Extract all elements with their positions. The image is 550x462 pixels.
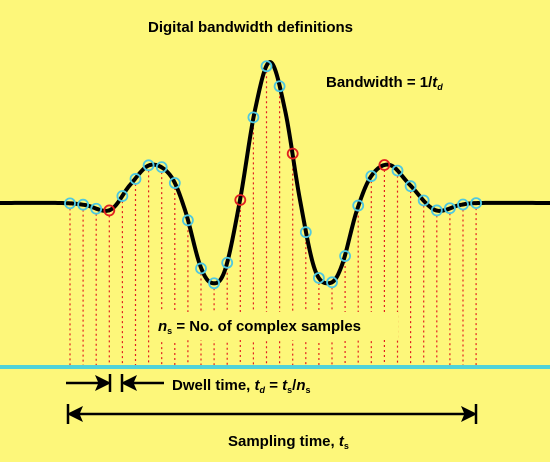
sample-point [378, 159, 391, 171]
sample-point [404, 180, 417, 193]
text: = No. of complex samples [172, 318, 361, 335]
text: Sampling time, [228, 433, 339, 450]
var: t [339, 433, 345, 450]
text: Bandwidth = 1/ [326, 74, 433, 91]
sample-point [64, 197, 76, 210]
var: n [158, 318, 167, 335]
sampling-label: Sampling time, ts [228, 433, 349, 451]
sample-point [260, 60, 273, 73]
sub: s [287, 385, 292, 395]
dwell-arrows [66, 374, 164, 392]
sample-point [142, 159, 155, 172]
sample-point [181, 214, 194, 227]
eq: = [265, 377, 282, 394]
sample-point [286, 147, 299, 160]
sample-point [470, 197, 483, 210]
var: t [432, 74, 438, 91]
var: t [282, 377, 288, 394]
sub: s [306, 385, 311, 395]
sample-point [103, 204, 116, 217]
sub: s [344, 441, 349, 451]
var: t [255, 377, 261, 394]
label-bg [166, 372, 378, 398]
sample-point [234, 194, 247, 206]
sample-point [352, 199, 365, 212]
arrowhead [461, 405, 478, 423]
waveform [0, 59, 550, 290]
arrowhead [120, 374, 137, 392]
sample-point [312, 272, 325, 284]
bandwidth-label: Bandwidth = 1/td [326, 74, 443, 92]
sample-point [391, 164, 404, 177]
label-bg [320, 70, 470, 96]
sample-point [299, 226, 312, 239]
sampling-arrow [66, 404, 478, 424]
sample-point [457, 198, 469, 211]
sub: s [167, 326, 172, 336]
sample-point [90, 202, 103, 215]
sample-point [430, 204, 443, 217]
sample-point [326, 276, 338, 289]
sample-point [155, 161, 168, 174]
sample-point [208, 277, 221, 290]
sample-point [195, 262, 207, 275]
sample-point [116, 190, 129, 202]
sub: d [260, 385, 266, 395]
sample-point [168, 177, 181, 189]
arrowhead [66, 405, 83, 423]
title: Digital bandwidth definitions [148, 19, 353, 36]
sample-point [247, 111, 260, 124]
text: Dwell time, [172, 377, 255, 394]
sample-point [443, 202, 456, 215]
sample-point [273, 80, 286, 93]
arrowhead [95, 374, 112, 392]
label-bg [150, 312, 398, 340]
samples-label: ns = No. of complex samples [158, 318, 361, 336]
sample-point [221, 256, 234, 269]
sample-point [365, 170, 378, 183]
dwell-label: Dwell time, td = ts/ns [172, 377, 311, 395]
sub: d [437, 82, 443, 92]
slash: / [292, 377, 297, 394]
sample-point [77, 198, 89, 211]
sample-point [129, 173, 142, 185]
var: n [296, 377, 305, 394]
sample-point [339, 250, 352, 262]
sample-point [417, 194, 430, 207]
